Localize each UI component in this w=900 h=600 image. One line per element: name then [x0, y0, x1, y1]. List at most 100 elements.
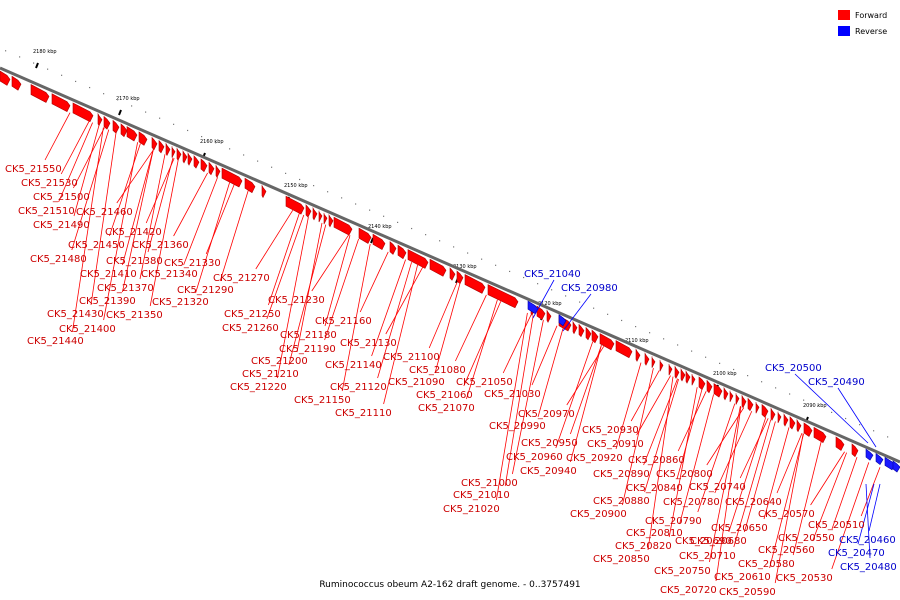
forward-gene-label: CK5_20900 [570, 509, 627, 520]
forward-gene-label: CK5_20840 [626, 483, 683, 494]
forward-gene-label: CK5_20880 [593, 496, 650, 507]
forward-gene-block [187, 152, 193, 166]
forward-gene-label: CK5_21020 [443, 504, 500, 515]
forward-gene-label: CK5_21150 [294, 395, 351, 406]
forward-label-leader [668, 387, 698, 538]
forward-gene-block [305, 204, 312, 218]
reverse-gene-block [892, 460, 900, 473]
forward-gene-block [165, 142, 171, 157]
axis-minor-tick [649, 332, 651, 334]
forward-label-leader [706, 407, 745, 466]
reverse-gene-label: CK5_20470 [828, 548, 885, 559]
forward-label-leader [428, 281, 458, 349]
reverse-gene-block [865, 448, 874, 461]
axis-minor-tick [859, 424, 861, 426]
forward-gene-label: CK5_20650 [711, 523, 768, 534]
forward-gene-label: CK5_21130 [340, 338, 397, 349]
legend-forward-swatch [838, 10, 850, 20]
forward-gene-block [635, 348, 641, 362]
forward-gene-block [323, 212, 328, 225]
forward-gene-label: CK5_21460 [76, 207, 133, 218]
axis-minor-tick [313, 185, 315, 187]
axis-minor-tick [75, 80, 77, 83]
forward-gene-block [755, 401, 760, 414]
forward-gene-label: CK5_20680 [690, 536, 747, 547]
forward-gene-label: CK5_21390 [79, 296, 136, 307]
axis-minor-tick [635, 325, 637, 328]
forward-label-leader [268, 212, 300, 306]
forward-gene-block [729, 390, 734, 403]
forward-label-leader [44, 112, 71, 161]
forward-label-leader [776, 432, 803, 494]
forward-gene-block [644, 352, 650, 366]
forward-label-leader [555, 341, 594, 449]
forward-gene-label: CK5_21010 [453, 490, 510, 501]
forward-gene-label: CK5_21340 [141, 269, 198, 280]
axis-tick-label: 2110 kbp [625, 338, 649, 344]
axis-tick-label: 2090 kbp [803, 403, 827, 409]
axis-minor-tick [845, 417, 847, 420]
forward-gene-block [536, 305, 546, 321]
forward-label-leader [455, 294, 487, 362]
forward-label-leader [434, 283, 461, 374]
legend-forward-label: Forward [855, 11, 887, 20]
forward-label-leader [377, 262, 412, 379]
forward-gene-label: CK5_20570 [758, 509, 815, 520]
axis-minor-tick [719, 362, 721, 364]
forward-gene-label: CK5_20610 [714, 572, 771, 583]
forward-gene-label: CK5_21200 [251, 356, 308, 367]
forward-gene-label: CK5_21140 [325, 360, 382, 371]
forward-gene-block [328, 213, 334, 228]
forward-label-leader [715, 406, 742, 582]
axis-minor-tick [453, 246, 455, 248]
forward-gene-label: CK5_21270 [213, 273, 270, 284]
forward-gene-block [615, 340, 633, 359]
forward-gene-block [112, 119, 120, 134]
forward-gene-label: CK5_21550 [5, 164, 62, 175]
axis-minor-tick [509, 270, 511, 273]
forward-gene-block [770, 407, 776, 421]
axis-tick-label: 2160 kbp [200, 139, 224, 145]
forward-gene-label: CK5_21400 [59, 324, 116, 335]
forward-gene-block [158, 139, 165, 154]
forward-gene-label: CK5_20710 [679, 551, 736, 562]
axis-major-tick [35, 62, 39, 69]
forward-label-leader [73, 127, 105, 189]
forward-gene-block [685, 370, 691, 384]
axis-minor-tick [551, 289, 553, 291]
axis-minor-tick [537, 283, 539, 285]
forward-gene-label: CK5_20910 [587, 439, 644, 450]
forward-gene-label: CK5_21490 [33, 220, 90, 231]
forward-gene-block [208, 161, 215, 176]
forward-gene-label: CK5_21450 [68, 240, 125, 251]
forward-gene-label: CK5_20560 [758, 545, 815, 556]
reverse-gene-block [558, 314, 567, 327]
forward-gene-block [138, 131, 148, 146]
forward-gene-block [244, 177, 256, 194]
forward-label-leader [219, 190, 249, 282]
forward-gene-block [789, 416, 796, 430]
axis-minor-tick [19, 56, 21, 58]
forward-gene-block [456, 270, 464, 285]
reverse-label-leader [868, 483, 881, 532]
axis-minor-tick [691, 350, 693, 352]
reverse-gene-label: CK5_20500 [765, 363, 822, 374]
forward-gene-block [572, 320, 578, 335]
forward-gene-label: CK5_21080 [409, 365, 466, 376]
forward-gene-block [698, 376, 706, 391]
axis-minor-tick [565, 295, 567, 297]
forward-gene-label: CK5_21230 [268, 295, 325, 306]
axis-minor-tick [523, 276, 525, 279]
forward-gene-label: CK5_21360 [132, 240, 189, 251]
forward-label-leader [147, 157, 174, 253]
forward-gene-block [97, 112, 103, 127]
reverse-gene-label: CK5_21040 [524, 269, 581, 280]
axis-minor-tick [5, 50, 7, 52]
axis-minor-tick [257, 160, 259, 162]
forward-gene-label: CK5_21060 [416, 390, 473, 401]
forward-gene-block [407, 249, 429, 269]
forward-gene-block [397, 244, 407, 260]
forward-label-leader [145, 158, 175, 224]
forward-label-leader [537, 328, 564, 418]
axis-minor-tick [817, 405, 819, 407]
